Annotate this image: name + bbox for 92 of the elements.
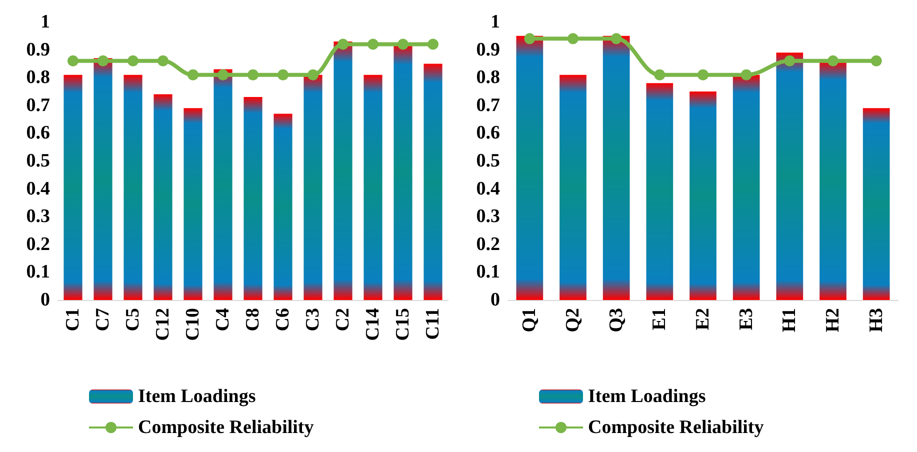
bar — [364, 74, 382, 300]
x-tick-label: C2 — [332, 308, 354, 332]
point — [128, 55, 138, 66]
bar — [274, 114, 292, 300]
y-tick-label: 0.6 — [26, 122, 50, 144]
bar — [424, 64, 442, 300]
bar — [244, 97, 262, 300]
bar — [776, 52, 804, 300]
point — [784, 55, 796, 66]
y-tick-label: 0.2 — [26, 234, 50, 255]
y-tick-label: 0.4 — [476, 178, 500, 200]
x-tick-label: C15 — [392, 308, 414, 341]
x-tick-label: C1 — [62, 308, 84, 332]
y-tick-label: 0.7 — [476, 94, 500, 116]
point — [740, 69, 752, 80]
y-tick-label: 0.7 — [26, 94, 50, 116]
point — [524, 33, 536, 44]
point — [568, 33, 578, 44]
y-tick-label: 0 — [40, 290, 50, 310]
x-tick-label: C5 — [122, 308, 144, 332]
point — [188, 69, 198, 80]
x-tick-label: C8 — [242, 308, 264, 332]
x-tick-label: C14 — [362, 308, 384, 341]
bar — [690, 92, 716, 300]
bar — [214, 69, 232, 300]
y-tick-label: 0.2 — [476, 234, 500, 255]
bar — [154, 94, 172, 300]
bar — [862, 108, 890, 300]
legend-label: Composite Reliability — [138, 417, 314, 438]
point — [654, 69, 666, 80]
point — [338, 38, 348, 50]
y-tick-label: 0.8 — [26, 67, 50, 88]
y-tick-label: 1 — [490, 12, 500, 32]
y-tick-label: 0.1 — [476, 262, 500, 283]
point — [68, 55, 78, 66]
x-tick-label: C4 — [212, 308, 234, 332]
x-tick-label: E2 — [692, 308, 714, 330]
x-tick-label: H1 — [779, 308, 800, 332]
x-tick-label: C11 — [422, 308, 444, 340]
x-tick-label: H3 — [866, 308, 887, 332]
x-tick-label: H2 — [822, 308, 844, 332]
x-tick-label: C6 — [272, 308, 294, 332]
point — [870, 55, 882, 66]
bar — [516, 36, 544, 300]
x-tick-label: C7 — [92, 308, 114, 332]
legend-label: Item Loadings — [138, 386, 256, 407]
point — [610, 33, 622, 44]
x-tick-label: C10 — [182, 308, 204, 341]
y-tick-label: 0.3 — [476, 206, 500, 228]
bar — [64, 74, 82, 300]
point — [278, 69, 288, 80]
point — [428, 38, 438, 50]
bar — [184, 108, 202, 300]
bar — [334, 41, 352, 300]
x-tick-label: E3 — [736, 308, 757, 330]
x-tick-label: Q1 — [519, 308, 540, 332]
y-tick-label: 0 — [490, 290, 500, 310]
point — [218, 69, 228, 80]
y-tick-label: 0.8 — [476, 67, 500, 88]
y-tick-label: 0.4 — [26, 178, 50, 200]
y-tick-label: 0.6 — [476, 122, 500, 144]
x-tick-label: C12 — [152, 308, 174, 341]
legend-label: Item Loadings — [588, 386, 706, 407]
bar — [124, 74, 142, 300]
y-tick-label: 0.3 — [26, 206, 50, 228]
x-tick-label: E1 — [649, 308, 670, 330]
point — [248, 69, 258, 80]
point — [158, 55, 168, 66]
x-tick-label: C3 — [302, 308, 324, 332]
bar — [560, 74, 586, 300]
point — [308, 69, 318, 80]
point — [828, 55, 838, 66]
x-tick-label: Q2 — [562, 308, 584, 332]
y-tick-label: 0.9 — [476, 39, 500, 60]
point — [98, 55, 108, 66]
bar — [732, 74, 760, 300]
y-tick-label: 0.5 — [476, 150, 500, 172]
y-tick-label: 1 — [40, 12, 50, 32]
point — [368, 38, 378, 50]
x-tick-label: Q3 — [606, 308, 627, 332]
legend-label: Composite Reliability — [588, 417, 764, 438]
y-tick-label: 0.5 — [26, 150, 50, 172]
bar — [304, 74, 322, 300]
point — [698, 69, 708, 80]
bar — [602, 36, 630, 300]
bar — [394, 44, 412, 300]
y-tick-label: 0.9 — [26, 39, 50, 60]
point — [398, 38, 408, 50]
bar — [820, 60, 846, 300]
y-tick-label: 0.1 — [26, 262, 50, 283]
bar — [94, 58, 112, 300]
bar — [646, 83, 674, 300]
